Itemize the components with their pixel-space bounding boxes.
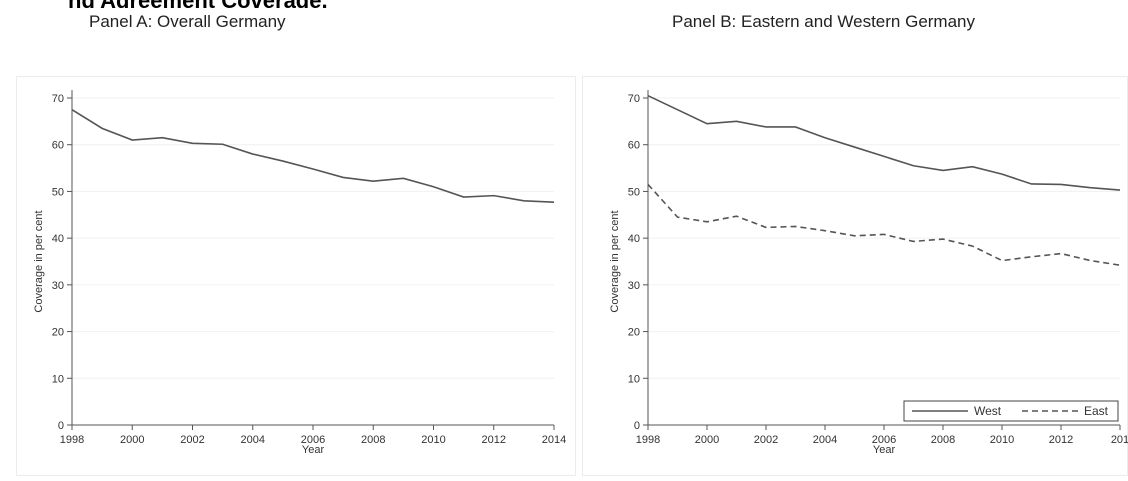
x-tick-label: 1998 — [60, 434, 84, 446]
y-tick-label: 60 — [52, 140, 64, 152]
x-tick-label: 2002 — [180, 434, 204, 446]
series-line-coverage — [71, 108, 555, 203]
chart-panel-a: 0 10 20 30 40 50 60 70 1998 2000 2002 2004 2006 2008 2… — [16, 76, 576, 476]
y-axis-label: Coverage in per cent — [609, 210, 621, 312]
y-tick-label: 30 — [52, 280, 64, 292]
legend-label: East — [1084, 404, 1109, 418]
y-tick-label: 20 — [628, 327, 640, 339]
y-tick-label: 40 — [628, 233, 640, 245]
y-tick-label: 70 — [628, 93, 640, 105]
x-tick-label: 2006 — [301, 434, 325, 446]
y-tick-label: 50 — [52, 186, 64, 198]
series-line-west — [647, 94, 1121, 191]
legend-label: West — [974, 404, 1002, 418]
y-tick-label: 0 — [634, 420, 640, 432]
series-line-east — [647, 183, 1121, 267]
y-tick-label: 50 — [628, 186, 640, 198]
x-axis-label: Year — [873, 444, 896, 456]
panel-b-title: Panel B: Eastern and Western Germany — [672, 12, 976, 31]
panel-a-title: Panel A: Overall Germany — [89, 12, 286, 31]
y-tick-label: 70 — [52, 93, 64, 105]
y-tick-label: 20 — [52, 327, 64, 339]
y-axis-label: Coverage in per cent — [33, 210, 45, 312]
legend-box — [903, 400, 1119, 422]
x-tick-label: 2012 — [1049, 434, 1073, 446]
x-tick-label: 2004 — [241, 434, 265, 446]
x-tick-label: 2000 — [695, 434, 719, 446]
chart-panel-b: 0 10 20 30 40 50 60 70 1998 2000 2002 2004 2006 2008 2… — [582, 76, 1128, 476]
y-tick-label: 60 — [628, 140, 640, 152]
y-tick-label: 30 — [628, 280, 640, 292]
x-tick-label: 2008 — [931, 434, 955, 446]
legend: West East — [903, 400, 1119, 422]
x-tick-label: 2010 — [421, 434, 445, 446]
y-tick-label: 40 — [52, 233, 64, 245]
y-tick-label: 10 — [52, 373, 64, 385]
y-tick-label: 10 — [628, 373, 640, 385]
x-tick-label: 2006 — [872, 434, 896, 446]
chart-frame — [16, 76, 576, 476]
x-tick-label: 2004 — [813, 434, 837, 446]
x-tick-label: 1998 — [636, 434, 660, 446]
figure-title-fragment: ng Agreement Coverage, — [68, 0, 328, 8]
x-tick-label: 2012 — [482, 434, 506, 446]
y-tick-label: 0 — [58, 420, 64, 432]
x-tick-label: 2002 — [754, 434, 778, 446]
x-tick-label: 2014 — [542, 434, 566, 446]
x-tick-label: 2008 — [361, 434, 385, 446]
x-tick-label: 2000 — [120, 434, 144, 446]
x-tick-label: 201 — [1111, 434, 1128, 446]
x-tick-label: 2010 — [990, 434, 1014, 446]
x-axis-label: Year — [302, 444, 325, 456]
